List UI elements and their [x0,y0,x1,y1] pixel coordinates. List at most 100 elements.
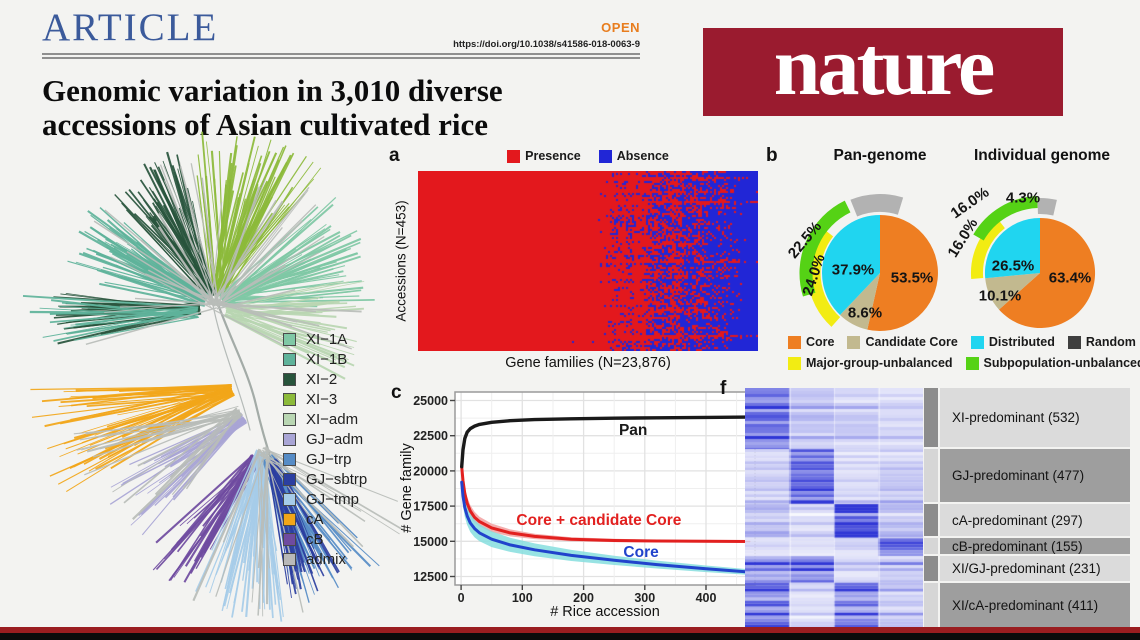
article-label: ARTICLE [42,6,219,49]
pie-percentage-label: 4.3% [1005,189,1041,207]
series-line [460,465,751,543]
tree-legend-swatch [283,553,296,566]
tree-legend-swatch [283,353,296,366]
pie-slice [840,273,880,330]
panel-a-x-axis-label: Gene families (N=23,876) [505,355,671,371]
tree-legend-label: GJ−trp [306,451,352,468]
gene-family-accumulation-chart: 12500 15000 17500 20000 22500 25000 0 100 200 300… [399,391,756,620]
group-strip-segment [924,449,938,503]
pan-genome-title: Pan-genome [833,147,927,164]
legend-label: Subpopulation-unbalanced [983,356,1140,370]
pie-legend-row: Core Candidate Core Distributed Random [788,335,1140,349]
group-label: cB-predominant (155) [952,538,1083,554]
tree-legend-item: XI−1B [283,352,367,367]
tree-legend-label: XI−2 [306,371,338,388]
y-axis-title: # Gene family [399,443,415,533]
outer-ring-arc [970,218,1006,280]
footer-black-bar [0,633,1140,640]
legend-label: Random [1085,335,1136,349]
legend-swatch [788,335,801,349]
panel-f-letter: f [720,378,727,399]
tree-legend-item: XI−1A [283,332,367,347]
panel-b: b Pan-genome Individual genome Core Candi… [758,143,1140,383]
pie-percentage-label: 37.9% [831,261,875,279]
tree-legend-swatch [283,473,296,486]
group-label-box: GJ-predominant (477) [940,449,1130,503]
y-tick-label: 17500 [413,500,448,514]
pie-legend-row: Major-group-unbalanced Subpopulation-unba… [788,356,1140,370]
group-label-box: XI-predominant (532) [940,388,1130,448]
paper-title-line1: Genomic variation in 3,010 diverse [42,73,503,108]
tree-legend-label: XI−3 [306,391,338,408]
outer-ring-arc [973,196,1038,241]
legend-swatch [970,335,984,349]
series-annotation: Core + candidate Core [516,512,681,529]
legend-item: Core [788,335,834,349]
group-label: GJ-predominant (477) [952,468,1085,484]
group-label-box: XI/GJ-predominant (231) [940,556,1130,581]
presence-absence-heatmap [418,171,758,351]
pie-slice [985,273,1040,310]
tree-legend-label: GJ−tmp [306,491,359,508]
x-axis-title: # Rice accession [550,604,660,620]
pie-percentage-label: 26.5% [991,257,1035,275]
legend-item: Subpopulation-unbalanced [965,356,1140,370]
outer-ring-arc [807,228,841,327]
tree-legend-item: admix [283,551,367,568]
y-tick-label: 22500 [413,429,448,443]
group-strip-segment [924,556,938,581]
paper-title: Genomic variation in 3,010 diverse acces… [42,74,503,142]
outer-ring-arc [850,194,904,217]
outer-ring-arc [799,200,851,297]
tree-legend-item: XI−2 [283,371,367,388]
panel-b-letter: b [766,145,778,166]
tree-legend-item: XI−adm [283,412,367,427]
tree-legend-label: cB [306,531,324,548]
tree-legend-label: GJ−sbtrp [306,471,368,488]
predominant-groups-heatmap [745,388,923,630]
group-label: XI-predominant (532) [952,410,1080,426]
group-strip-segment [924,538,938,555]
pie-slice [822,215,880,315]
panel-c-letter: c [391,382,402,403]
group-strip-segment [924,388,938,448]
y-tick-label: 15000 [413,535,448,549]
tree-legend-swatch [283,333,296,346]
group-label-boxes: XI-predominant (532) GJ-predominant (477)… [940,388,1130,630]
tree-legend-item: XI−3 [283,391,367,408]
pie-slice [867,215,938,331]
series-annotation: Pan [619,422,647,439]
y-tick-label: 25000 [413,394,448,408]
legend-item: Candidate Core [847,335,958,349]
group-label: XI/cA-predominant (411) [952,597,1099,613]
footer-red-bar [0,627,1140,633]
panel-a: a Presence Absence Accessions (N=453) Gen… [385,143,765,378]
legend-item: Absence [598,149,669,163]
legend-label: Absence [616,149,669,163]
legend-label: Presence [525,149,581,163]
tree-legend-swatch [283,533,296,546]
group-label-box: cB-predominant (155) [940,538,1130,555]
tree-legend-item: GJ−trp [283,451,367,468]
tree-legend-item: cB [283,531,367,548]
pie-percentage-label: 63.4% [1048,269,1092,287]
legend-item: Distributed [970,335,1055,349]
x-tick-label: 0 [458,591,465,605]
tree-legend-swatch [283,373,296,386]
panel-a-letter: a [389,145,400,166]
tree-legend-label: admix [306,551,347,568]
tree-legend-swatch [283,513,296,526]
header-rule [42,53,640,55]
group-label-box: XI/cA-predominant (411) [940,582,1130,628]
series-line [459,415,751,469]
tree-legend-label: GJ−adm [306,431,364,448]
tree-legend-item: cA [283,512,367,527]
panel-a-y-axis-label: Accessions (N=453) [393,200,409,322]
group-strip-segment [924,504,938,537]
series-line [460,480,751,574]
legend-label: Core [806,335,835,349]
tree-legend-swatch [283,453,296,466]
presence-absence-legend: Presence Absence [418,149,758,163]
tree-legend-swatch [283,393,296,406]
